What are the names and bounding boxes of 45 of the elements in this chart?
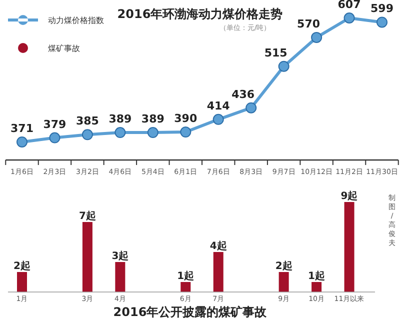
point bbox=[246, 102, 257, 114]
point bbox=[311, 32, 322, 43]
data-label: 414 bbox=[206, 99, 230, 112]
bar bbox=[344, 202, 354, 292]
point bbox=[114, 127, 126, 138]
point bbox=[49, 132, 60, 144]
data-label: 9起 bbox=[340, 190, 358, 202]
data-label: 599 bbox=[370, 2, 394, 16]
data-label: 389 bbox=[141, 112, 164, 126]
bar bbox=[312, 282, 322, 292]
point bbox=[180, 126, 192, 138]
data-label: 3起 bbox=[112, 250, 129, 262]
data-label: 389 bbox=[108, 112, 132, 126]
bar bbox=[82, 222, 92, 292]
data-label: 2起 bbox=[275, 260, 292, 272]
bar bbox=[278, 272, 289, 292]
point bbox=[376, 16, 388, 28]
bar bbox=[115, 262, 126, 292]
legend: 动力煤价格指数 bbox=[8, 15, 104, 25]
point bbox=[278, 60, 290, 72]
data-label: 379 bbox=[43, 118, 66, 131]
data-label: 7起 bbox=[78, 210, 96, 222]
chart-title: 2016年环渤海动力煤价格走势 bbox=[117, 7, 283, 21]
point bbox=[212, 114, 224, 125]
data-label: 607 bbox=[338, 0, 361, 11]
bar bbox=[180, 282, 191, 292]
point bbox=[16, 136, 28, 148]
text: 2016年公开披露的煤矿事故 bbox=[113, 305, 268, 319]
bar bbox=[213, 252, 224, 292]
data-label: 2起 bbox=[14, 260, 30, 272]
data-label: 436 bbox=[232, 88, 255, 101]
data-label: 515 bbox=[264, 46, 288, 60]
point bbox=[344, 12, 355, 24]
data-label: 1起 bbox=[308, 270, 326, 282]
data-label: 390 bbox=[174, 112, 198, 126]
bar bbox=[17, 272, 27, 292]
legend: 煤矿事故 bbox=[18, 43, 80, 53]
point bbox=[82, 129, 93, 140]
data-label: 371 bbox=[10, 122, 34, 135]
legend-label: 动力煤价格指数 bbox=[48, 16, 104, 25]
data-label: 570 bbox=[297, 17, 320, 30]
data-label: 1起 bbox=[177, 270, 194, 282]
point bbox=[147, 127, 158, 138]
data-label: 4起 bbox=[210, 240, 227, 252]
data-label: 385 bbox=[76, 114, 99, 128]
